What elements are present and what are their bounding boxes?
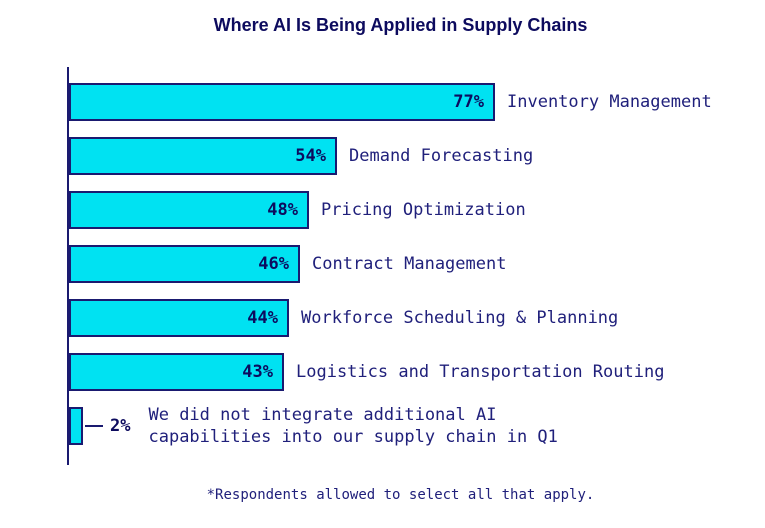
bar-row: 54% Demand Forecasting	[69, 137, 712, 175]
value-label: 77%	[453, 92, 484, 112]
category-label: Contract Management	[312, 253, 507, 274]
value-label: 46%	[258, 254, 289, 274]
bar: 44%	[69, 299, 289, 337]
bar-chart: 77% Inventory Management 54% Demand Forecas…	[67, 67, 762, 465]
bar: 77%	[69, 83, 495, 121]
bar-row: 46% Contract Management	[69, 245, 712, 283]
bar: 54%	[69, 137, 337, 175]
bar-row: 43% Logistics and Transportation Routing	[69, 353, 712, 391]
y-axis-line	[67, 67, 69, 465]
leader-line	[85, 425, 103, 427]
category-label: Logistics and Transportation Routing	[296, 361, 665, 382]
bar	[69, 407, 83, 445]
bar: 43%	[69, 353, 284, 391]
bar: 46%	[69, 245, 300, 283]
value-label: 43%	[242, 362, 273, 382]
value-label: 44%	[247, 308, 278, 328]
bar-row: 44% Workforce Scheduling & Planning	[69, 299, 712, 337]
footnote: *Respondents allowed to select all that …	[206, 487, 595, 503]
chart-title: Where AI Is Being Applied in Supply Chai…	[213, 15, 588, 35]
category-label: Demand Forecasting	[349, 145, 534, 166]
category-label: Workforce Scheduling & Planning	[301, 307, 619, 328]
value-label: 54%	[295, 146, 326, 166]
category-label: Inventory Management	[507, 91, 712, 112]
category-label: We did not integrate additional AI capab…	[148, 404, 558, 447]
value-label: 2%	[110, 416, 131, 436]
value-label: 48%	[267, 200, 298, 220]
bar-row: 2% We did not integrate additional AI cap…	[69, 404, 712, 447]
bar-row: 48% Pricing Optimization	[69, 191, 712, 229]
bar-rows-container: 77% Inventory Management 54% Demand Forecas…	[69, 83, 712, 447]
bar: 48%	[69, 191, 309, 229]
category-label: Pricing Optimization	[321, 199, 526, 220]
bar-row: 77% Inventory Management	[69, 83, 712, 121]
